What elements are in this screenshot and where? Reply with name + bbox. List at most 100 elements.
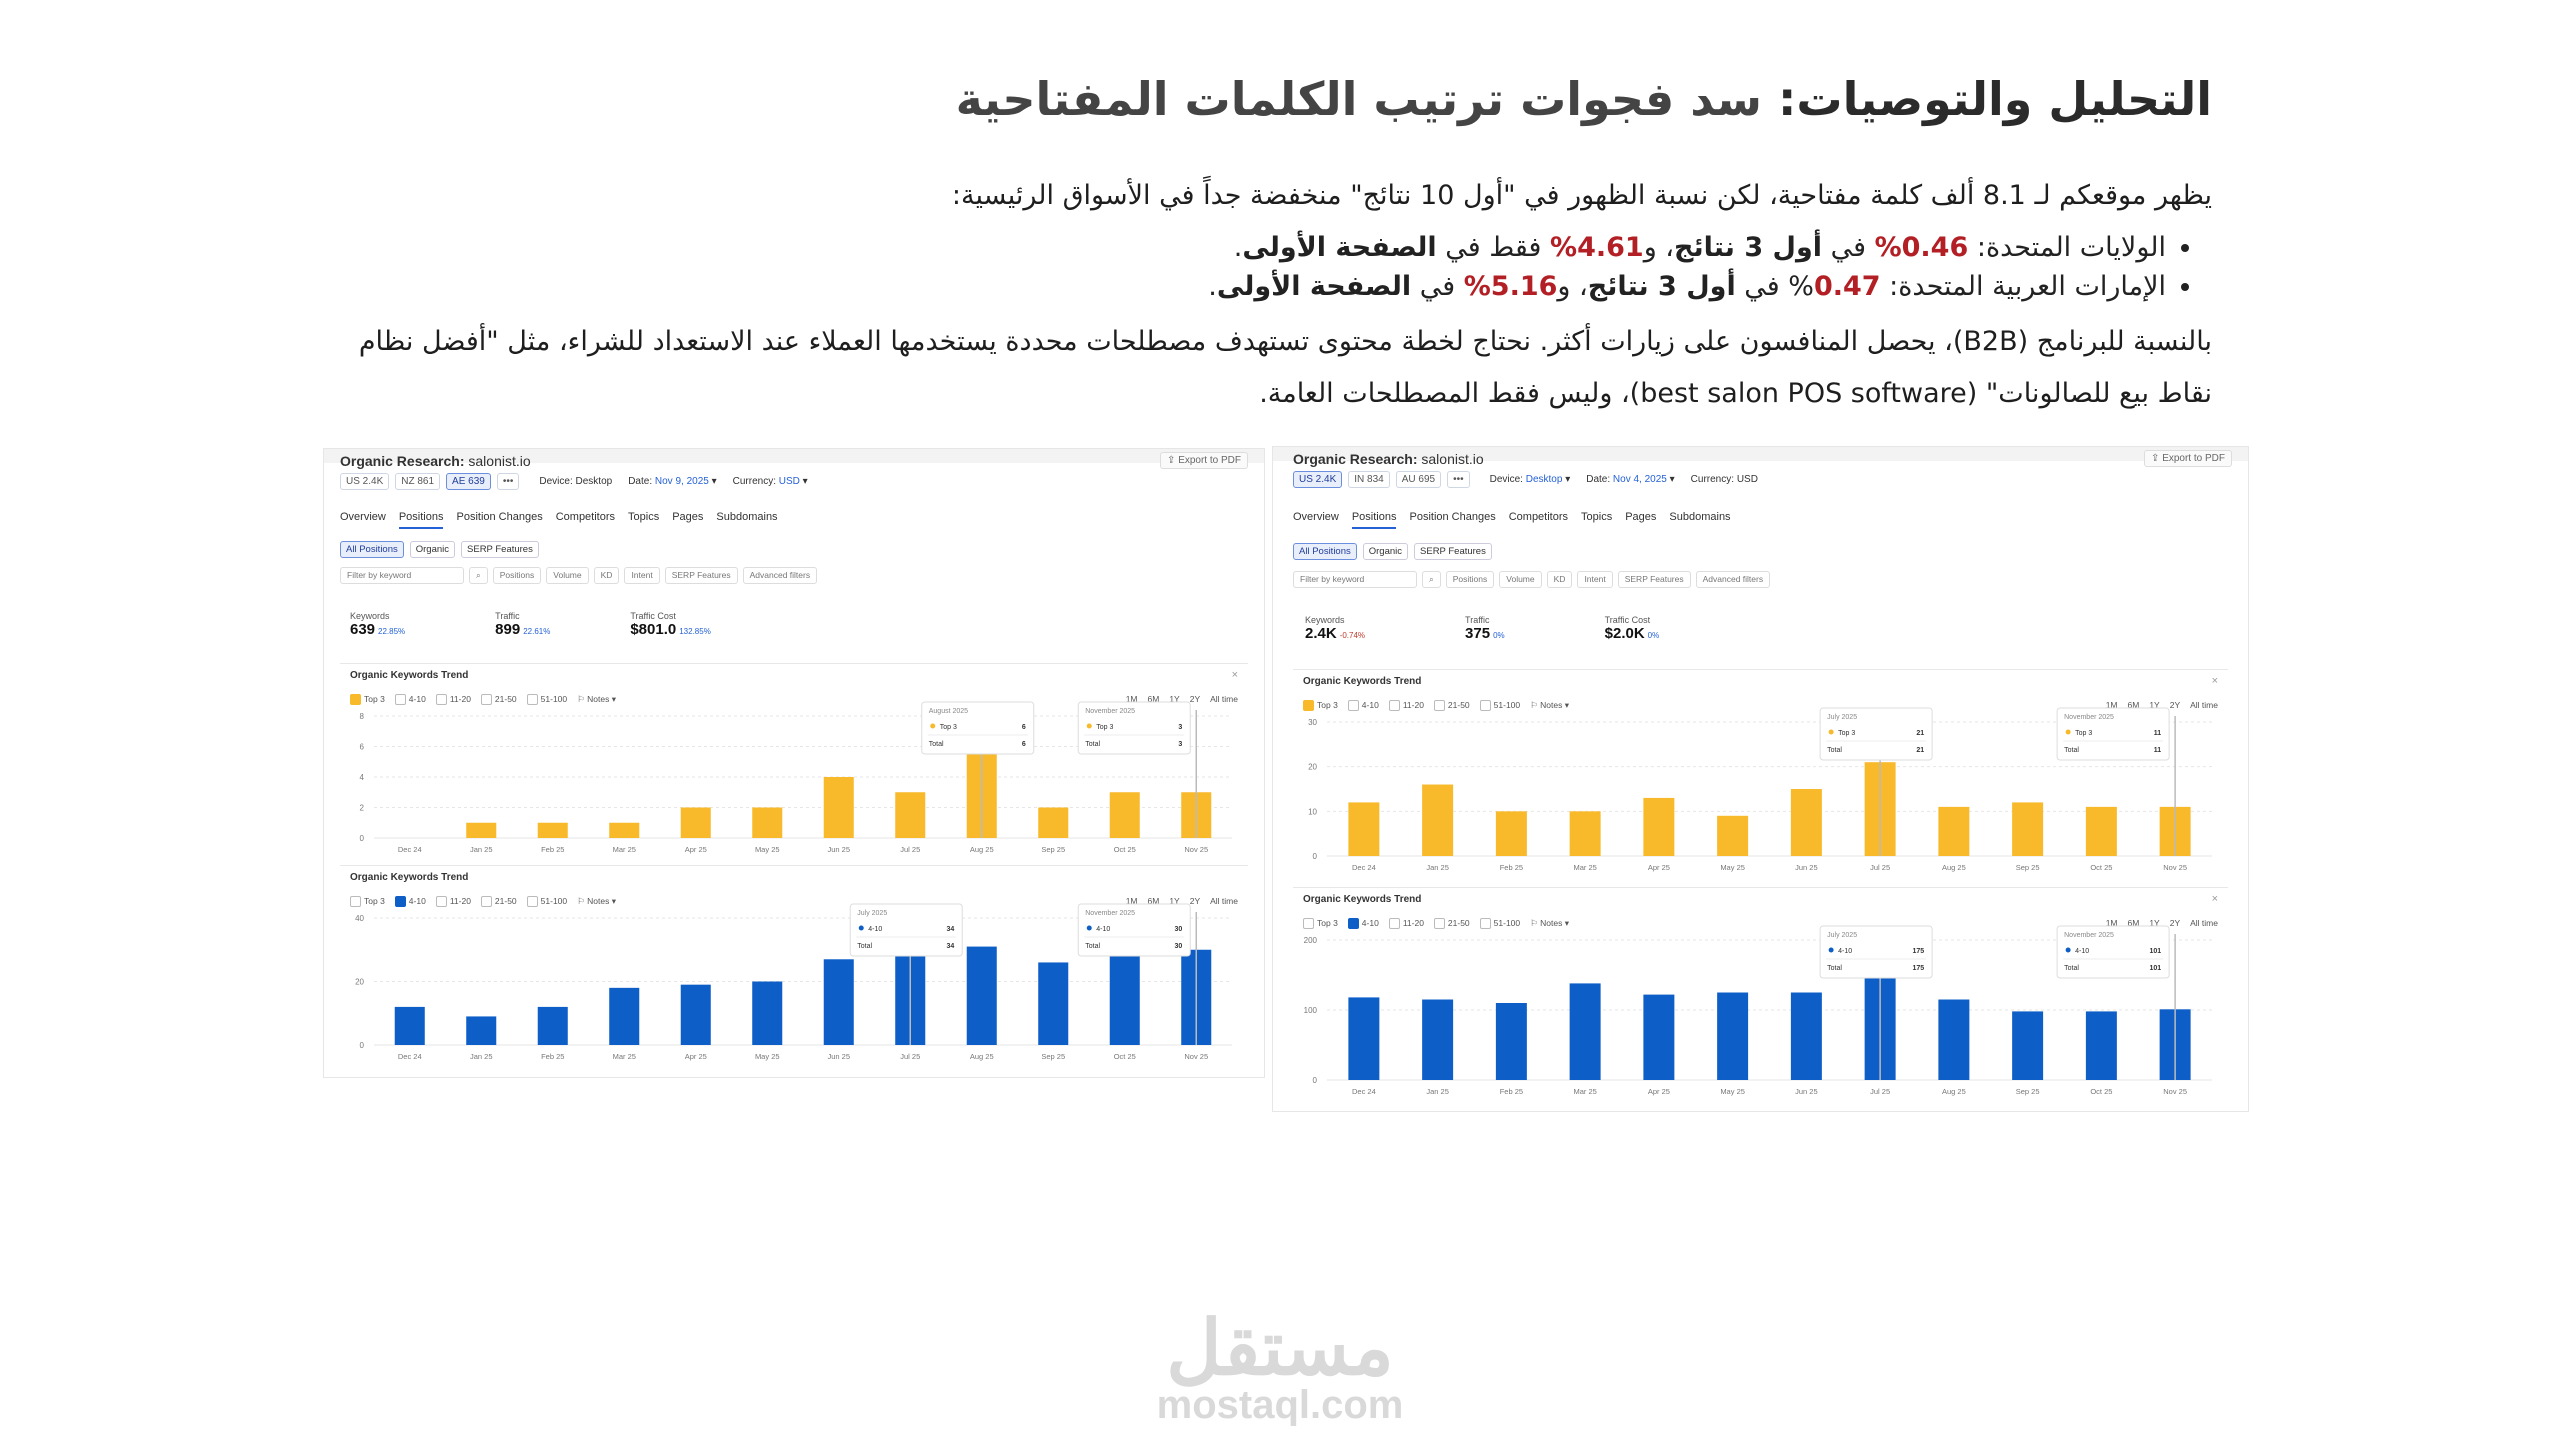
tab-position-changes[interactable]: Position Changes (1409, 511, 1496, 523)
tab-positions[interactable]: Positions (398, 511, 444, 529)
export-pdf-button[interactable]: ⇪ Export to PDF (2144, 450, 2232, 467)
period-6m[interactable]: 6M (1147, 694, 1160, 704)
close-icon[interactable]: × (2211, 893, 2218, 905)
x-tick-label: Aug 25 (1942, 1087, 1966, 1096)
legend-21-50[interactable]: 21-50 (480, 896, 517, 908)
legend-11-20[interactable]: 11-20 (435, 694, 471, 706)
db-chip-3[interactable]: AU 695 (1395, 471, 1442, 488)
subtab-serp-features[interactable]: SERP Features (461, 541, 539, 558)
period-1m[interactable]: 1M (1125, 694, 1138, 704)
device-selector[interactable]: Device: Desktop ▾ (1489, 474, 1571, 485)
tooltip-dot (858, 925, 864, 931)
tab-positions[interactable]: Positions (1351, 511, 1397, 529)
legend-4-10[interactable]: 4-10 (394, 694, 426, 706)
legend-51-100[interactable]: 51-100 (1479, 918, 1520, 930)
legend-21-50[interactable]: 21-50 (480, 694, 517, 706)
more-button[interactable]: ••• (1447, 471, 1470, 488)
tab-overview[interactable]: Overview (1293, 511, 1339, 523)
serp-features-filter[interactable]: SERP Features (664, 567, 738, 584)
period-6m[interactable]: 6M (2127, 700, 2140, 710)
positions-filter[interactable]: Positions (1445, 571, 1495, 588)
legend-4-10[interactable]: 4-10 (394, 896, 426, 908)
tab-subdomains[interactable]: Subdomains (1669, 511, 1731, 523)
period-all-time[interactable]: All time (2190, 918, 2218, 928)
legend-top3[interactable]: Top 3 (1303, 700, 1338, 712)
currency-selector[interactable]: Currency: USD ▾ (732, 476, 808, 487)
legend-top3[interactable]: Top 3 (350, 896, 385, 908)
tab-topics[interactable]: Topics (1581, 511, 1613, 523)
period-1m[interactable]: 1M (2105, 918, 2118, 928)
notes-toggle[interactable]: ⚐ Notes ▾ (1530, 918, 1569, 929)
period-6m[interactable]: 6M (2127, 918, 2140, 928)
period-all-time[interactable]: All time (1210, 694, 1238, 704)
legend-21-50[interactable]: 21-50 (1433, 700, 1470, 712)
tab-topics[interactable]: Topics (628, 511, 660, 523)
close-icon[interactable]: × (1231, 669, 1238, 681)
notes-toggle[interactable]: ⚐ Notes ▾ (577, 694, 616, 705)
subtab-organic[interactable]: Organic (409, 541, 456, 558)
date-selector[interactable]: Date: Nov 4, 2025 ▾ (1586, 474, 1675, 485)
db-chip-2[interactable]: NZ 861 (395, 473, 441, 490)
notes-toggle[interactable]: ⚐ Notes ▾ (1530, 700, 1569, 711)
legend-11-20[interactable]: 11-20 (1388, 918, 1424, 930)
db-chip-1[interactable]: US 2.4K (340, 473, 390, 490)
period-all-time[interactable]: All time (2190, 700, 2218, 710)
intent-filter[interactable]: Intent (1577, 571, 1613, 588)
period-2y[interactable]: 2Y (1189, 694, 1201, 704)
tab-competitors[interactable]: Competitors (555, 511, 616, 523)
advanced-filters[interactable]: Advanced filters (742, 567, 818, 584)
tab-pages[interactable]: Pages (672, 511, 704, 523)
device-selector[interactable]: Device: Desktop (539, 476, 613, 487)
period-6m[interactable]: 6M (1147, 896, 1160, 906)
legend-4-10[interactable]: 4-10 (1347, 700, 1379, 712)
keyword-filter-input[interactable]: Filter by keyword (340, 567, 464, 584)
period-1m[interactable]: 1M (2105, 700, 2118, 710)
more-button[interactable]: ••• (496, 473, 520, 490)
tab-subdomains[interactable]: Subdomains (716, 511, 778, 523)
period-2y[interactable]: 2Y (2169, 700, 2181, 710)
tab-overview[interactable]: Overview (340, 511, 386, 523)
legend-21-50[interactable]: 21-50 (1433, 918, 1470, 930)
db-chip-2[interactable]: IN 834 (1348, 471, 1390, 488)
export-pdf-button[interactable]: ⇪ Export to PDF (1160, 452, 1248, 469)
intent-filter[interactable]: Intent (624, 567, 660, 584)
period-2y[interactable]: 2Y (1189, 896, 1201, 906)
serp-features-filter[interactable]: SERP Features (1617, 571, 1691, 588)
db-chip-3[interactable]: AE 639 (446, 473, 491, 490)
db-chip-1[interactable]: US 2.4K (1293, 471, 1343, 488)
date-selector[interactable]: Date: Nov 9, 2025 ▾ (628, 476, 717, 487)
period-2y[interactable]: 2Y (2169, 918, 2181, 928)
legend-4-10[interactable]: 4-10 (1347, 918, 1379, 930)
tooltip-total-value: 21 (1916, 747, 1924, 754)
search-icon[interactable]: ⌕ (1422, 571, 1441, 588)
legend-top3[interactable]: Top 3 (1303, 918, 1338, 930)
currency-selector[interactable]: Currency: USD (1690, 474, 1758, 485)
subtab-all-positions[interactable]: All Positions (340, 541, 404, 558)
legend-51-100[interactable]: 51-100 (1479, 700, 1520, 712)
legend-11-20[interactable]: 11-20 (1388, 700, 1424, 712)
subtab-all-positions[interactable]: All Positions (1293, 543, 1357, 560)
legend-11-20[interactable]: 11-20 (435, 896, 471, 908)
tab-pages[interactable]: Pages (1625, 511, 1657, 523)
search-icon[interactable]: ⌕ (469, 567, 488, 584)
tab-position-changes[interactable]: Position Changes (456, 511, 543, 523)
volume-filter[interactable]: Volume (1499, 571, 1542, 588)
notes-toggle[interactable]: ⚐ Notes ▾ (577, 896, 616, 907)
keyword-filter-input[interactable]: Filter by keyword (1293, 571, 1417, 588)
bar (752, 981, 783, 1045)
period-all-time[interactable]: All time (1210, 896, 1238, 906)
subtab-serp-features[interactable]: SERP Features (1414, 543, 1492, 560)
period-1m[interactable]: 1M (1125, 896, 1138, 906)
positions-filter[interactable]: Positions (492, 567, 542, 584)
subtab-organic[interactable]: Organic (1362, 543, 1409, 560)
legend-top3[interactable]: Top 3 (350, 694, 385, 706)
kd-filter[interactable]: KD (1546, 571, 1573, 588)
kd-filter[interactable]: KD (593, 567, 620, 584)
advanced-filters[interactable]: Advanced filters (1695, 571, 1771, 588)
volume-filter[interactable]: Volume (546, 567, 589, 584)
legend-51-100[interactable]: 51-100 (526, 694, 567, 706)
tab-competitors[interactable]: Competitors (1508, 511, 1569, 523)
period-1y[interactable]: 1Y (1169, 896, 1180, 906)
legend-51-100[interactable]: 51-100 (526, 896, 567, 908)
close-icon[interactable]: × (2211, 675, 2218, 687)
